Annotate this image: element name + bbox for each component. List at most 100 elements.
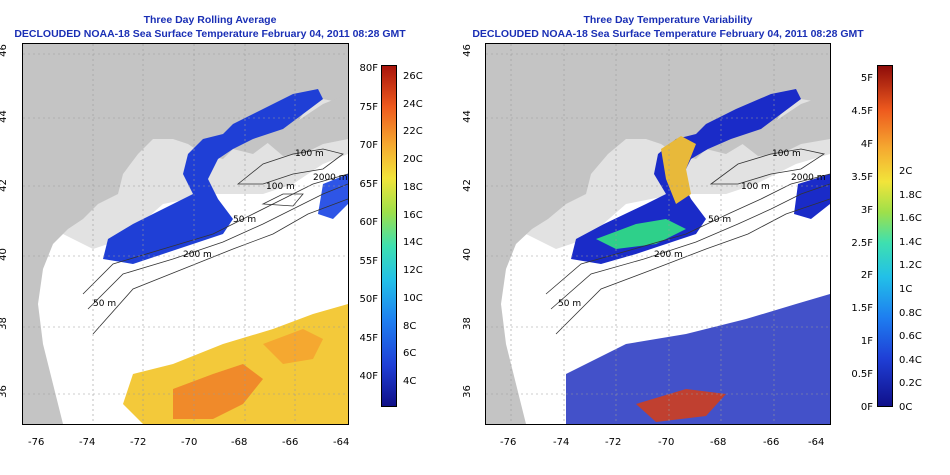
x-tick-label: -74: [79, 437, 96, 448]
contour-label: 50 m: [93, 299, 116, 309]
x-tick-label: -70: [181, 437, 198, 448]
colorbar-tick-label: 18C: [403, 181, 423, 193]
right-colorbar: [877, 65, 893, 407]
colorbar-tick-label: 24C: [403, 98, 423, 110]
warm-water-patch: [263, 329, 323, 364]
cold-water: [103, 89, 323, 264]
y-tick-label: 46: [461, 44, 473, 57]
y-tick-label: 44: [0, 110, 9, 123]
y-tick-label: 36: [461, 385, 473, 398]
contour-label: 100 m: [295, 149, 324, 159]
colorbar-tick-label: 0F: [860, 402, 873, 413]
colorbar-tick-label: 12C: [403, 265, 423, 277]
x-tick-label: -66: [282, 437, 299, 448]
contour-label: 50 m: [558, 299, 581, 309]
land-nova-scotia: [736, 94, 830, 156]
colorbar-tick-label: 0.5F: [851, 369, 873, 381]
variability-south-core: [636, 389, 726, 422]
colorbar-tick-label: 45F: [359, 332, 378, 344]
contour-label: 2000 m: [791, 173, 826, 183]
y-tick-label: 38: [0, 317, 9, 330]
colorbar-tick-label: 1C: [899, 284, 913, 295]
y-tick-label: 42: [0, 179, 9, 192]
contour-label: 2000 m: [313, 173, 348, 183]
colorbar-tick-label: 60F: [359, 217, 378, 228]
colorbar-tick-label: 1.2C: [899, 260, 922, 272]
colorbar-tick-label: 3.5F: [851, 171, 873, 183]
colorbar-tick-label: 1.8C: [899, 189, 922, 201]
colorbar-tick-label: 70F: [359, 140, 378, 151]
left-colorbar: [381, 65, 397, 407]
colorbar-tick-label: 0.2C: [899, 378, 922, 390]
y-tick-label: 44: [461, 110, 473, 123]
colorbar-tick-label: 4.5F: [851, 105, 873, 117]
colorbar-tick-label: 1.4C: [899, 236, 922, 248]
colorbar-tick-label: 4C: [403, 376, 417, 387]
colorbar-tick-label: 65F: [359, 178, 378, 190]
x-tick-label: -72: [605, 437, 622, 448]
land-nova-scotia: [263, 94, 348, 156]
right-map-graphic: 100 m 100 m 2000 m 50 m 200 m 50 m: [486, 44, 830, 424]
colorbar-tick-label: 4F: [860, 138, 873, 150]
colorbar-tick-label: 1.6C: [899, 213, 922, 225]
left-map-graphic: 100 m 100 m 2000 m 50 m 200 m 50 m: [23, 44, 348, 424]
colorbar-tick-label: 16C: [403, 209, 423, 221]
colorbar-tick-label: 40F: [359, 371, 378, 382]
colorbar-tick-label: 14C: [403, 237, 423, 249]
colorbar-tick-label: 5F: [860, 73, 873, 84]
colorbar-tick-label: 26C: [403, 71, 423, 82]
left-title-line1: Three Day Rolling Average: [143, 14, 277, 26]
x-tick-label: -64: [808, 437, 825, 448]
right-map: 100 m 100 m 2000 m 50 m 200 m 50 m: [485, 43, 831, 425]
colorbar-tick-label: 3F: [860, 204, 873, 216]
x-tick-label: -76: [28, 437, 45, 448]
x-tick-label: -74: [553, 437, 570, 448]
colorbar-tick-label: 80F: [359, 63, 378, 74]
colorbar-tick-label: 0.4C: [899, 354, 922, 366]
colorbar-tick-label: 6C: [403, 348, 417, 360]
contour-label: 100 m: [266, 182, 295, 192]
contour-label: 50 m: [708, 215, 731, 225]
colorbar-tick-label: 2.5F: [851, 237, 873, 249]
y-tick-label: 42: [461, 179, 473, 192]
variability-mid: [596, 219, 686, 249]
colorbar-tick-label: 75F: [359, 101, 378, 113]
variability-south: [566, 294, 830, 424]
right-title-line1: Three Day Temperature Variability: [583, 14, 753, 26]
right-title-line2: DECLOUDED NOAA-18 Sea Surface Temperatur…: [472, 28, 864, 40]
colorbar-tick-label: 55F: [359, 255, 378, 267]
x-tick-label: -76: [500, 437, 517, 448]
left-map: 100 m 100 m 2000 m 50 m 200 m 50 m: [22, 43, 349, 425]
colorbar-tick-label: 0.8C: [899, 307, 922, 319]
x-tick-label: -64: [333, 437, 350, 448]
y-tick-label: 40: [0, 248, 9, 261]
contour-label: 200 m: [654, 250, 683, 260]
y-tick-label: 36: [0, 385, 9, 398]
colorbar-tick-label: 2F: [860, 270, 873, 282]
colorbar-tick-label: 1F: [860, 336, 873, 348]
y-tick-label: 40: [461, 248, 473, 261]
y-tick-label: 46: [0, 44, 9, 57]
contour-label: 100 m: [772, 149, 801, 159]
x-tick-label: -66: [763, 437, 780, 448]
x-tick-label: -72: [130, 437, 147, 448]
colorbar-tick-label: 0.6C: [899, 331, 922, 343]
colorbar-tick-label: 1.5F: [851, 303, 873, 315]
colorbar-tick-label: 10C: [403, 292, 423, 304]
colorbar-tick-label: 20C: [403, 154, 423, 166]
variability-high: [661, 136, 696, 204]
contour-label: 100 m: [741, 182, 770, 192]
colorbar-tick-label: 50F: [359, 294, 378, 305]
x-tick-label: -68: [231, 437, 248, 448]
colorbar-tick-label: 22C: [403, 126, 423, 138]
variability-area: [571, 89, 801, 264]
colorbar-tick-label: 2C: [899, 166, 913, 177]
colorbar-tick-label: 0C: [899, 402, 913, 413]
variability-east: [794, 174, 830, 219]
contour-label: 200 m: [183, 250, 212, 260]
x-tick-label: -70: [658, 437, 675, 448]
y-tick-label: 38: [461, 317, 473, 330]
colorbar-tick-label: 8C: [403, 320, 417, 332]
x-tick-label: -68: [710, 437, 727, 448]
left-title-line2: DECLOUDED NOAA-18 Sea Surface Temperatur…: [14, 28, 406, 40]
